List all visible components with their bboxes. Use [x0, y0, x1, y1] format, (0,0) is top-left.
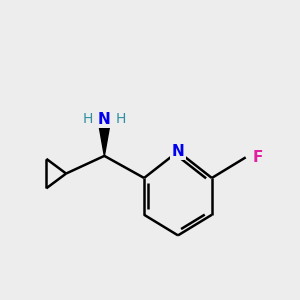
Text: F: F [253, 150, 263, 165]
Text: N: N [172, 144, 184, 159]
Polygon shape [98, 119, 111, 156]
Text: H: H [116, 112, 126, 126]
Text: N: N [98, 112, 111, 127]
Text: H: H [83, 112, 93, 126]
